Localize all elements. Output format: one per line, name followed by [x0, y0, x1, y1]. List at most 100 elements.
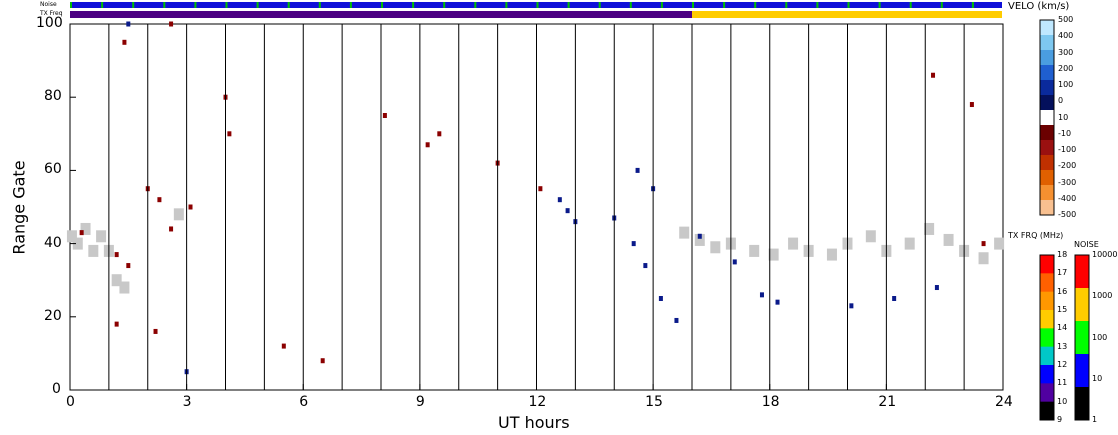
velocity-color-swatch: [1040, 140, 1054, 156]
noise-strip-mark: [225, 2, 228, 8]
data-point-positive-velocity: [674, 317, 679, 323]
velocity-tick-label: -10: [1058, 128, 1072, 138]
data-point-ground-scatter: [865, 230, 876, 243]
noise-strip-mark: [349, 2, 352, 8]
y-tick-label: 60: [44, 161, 62, 178]
noise-strip-label: Noise: [40, 1, 57, 8]
txfreq-color-swatch: [1040, 310, 1054, 329]
data-point-negative-velocity: [169, 226, 174, 232]
velocity-tick-label: 500: [1058, 15, 1074, 24]
data-point-positive-velocity: [565, 208, 570, 214]
velocity-tick-label: -300: [1058, 177, 1077, 187]
txfreq-tick-label: 16: [1057, 286, 1068, 296]
velocity-tick-label: 300: [1058, 47, 1074, 57]
data-point-negative-velocity: [188, 204, 193, 210]
noise-strip-mark: [878, 2, 881, 8]
x-tick-label: 24: [995, 394, 1013, 410]
velocity-color-swatch: [1040, 170, 1054, 186]
noise-strip-mark: [505, 2, 508, 8]
txfreq-tick-label: 9: [1057, 415, 1063, 424]
txfreq-tick-label: 18: [1057, 250, 1068, 259]
data-point-ground-scatter: [72, 237, 83, 250]
txfreq-tick-label: 17: [1057, 268, 1068, 278]
txfreq-color-swatch: [1040, 291, 1054, 311]
data-point-ground-scatter: [119, 281, 130, 294]
noise-colorbar: [1074, 254, 1090, 421]
data-point-negative-velocity: [538, 186, 543, 192]
noise-strip-mark: [194, 2, 197, 8]
noise-strip-mark: [163, 2, 166, 8]
txfreq-color-swatch: [1040, 273, 1054, 293]
velocity-color-swatch: [1040, 50, 1054, 66]
noise-strip-mark: [443, 2, 446, 8]
noise-color-swatch: [1075, 387, 1089, 421]
noise-tick-label: 100: [1092, 332, 1108, 342]
data-point-positive-velocity: [126, 21, 131, 27]
txfreq-strip-segment: [70, 11, 692, 18]
noise-strip-mark: [909, 2, 912, 8]
y-tick-label: 0: [52, 381, 61, 397]
noise-strip-mark: [287, 2, 290, 8]
data-point-negative-velocity: [153, 328, 158, 334]
data-point-ground-scatter: [694, 233, 705, 246]
data-point-ground-scatter: [111, 274, 122, 287]
velocity-tick-label: 400: [1058, 31, 1074, 41]
velocity-color-swatch: [1040, 125, 1054, 141]
data-point-positive-velocity: [732, 259, 737, 265]
data-point-positive-velocity: [934, 285, 939, 291]
velocity-color-swatch: [1040, 80, 1054, 96]
x-tick-label: 3: [182, 394, 192, 410]
noise-strip-mark: [132, 2, 135, 8]
data-point-ground-scatter: [943, 233, 954, 246]
velocity-color-swatch: [1040, 110, 1054, 126]
velocity-color-swatch: [1040, 200, 1054, 216]
data-point-negative-velocity: [281, 343, 286, 349]
velocity-colorbar: [1039, 19, 1055, 216]
data-point-negative-velocity: [425, 142, 430, 148]
noise-strip-mark: [754, 2, 757, 8]
data-point-negative-velocity: [79, 230, 84, 236]
velocity-tick-label: 200: [1058, 63, 1074, 73]
txfreq-color-swatch: [1040, 346, 1054, 366]
data-point-positive-velocity: [631, 241, 636, 247]
noise-strip-mark: [940, 2, 943, 8]
data-point-negative-velocity: [437, 131, 442, 137]
txfreq-color-swatch: [1040, 383, 1054, 403]
noise-strip-mark: [723, 2, 726, 8]
data-point-positive-velocity: [759, 292, 764, 298]
x-tick-label: 6: [299, 394, 309, 410]
data-point-ground-scatter: [768, 248, 779, 261]
data-point-ground-scatter: [994, 237, 1005, 250]
data-point-ground-scatter: [80, 222, 91, 235]
x-tick-label: 12: [528, 394, 547, 410]
velocity-color-swatch: [1040, 35, 1054, 51]
txfreq-tick-label: 14: [1057, 323, 1068, 333]
data-point-ground-scatter: [88, 244, 99, 257]
txfreq-scale-title: TX FRQ (MHz): [1008, 231, 1064, 240]
data-point-ground-scatter: [978, 252, 989, 265]
data-point-ground-scatter: [679, 226, 690, 239]
noise-strip-mark: [474, 2, 477, 8]
data-point-negative-velocity: [126, 263, 131, 269]
noise-strip-mark: [70, 2, 72, 8]
data-point-ground-scatter: [924, 222, 935, 235]
data-point-ground-scatter: [826, 248, 837, 261]
velocity-color-swatch: [1040, 185, 1054, 201]
noise-color-swatch: [1075, 288, 1089, 322]
noise-scale-title: NOISE: [1074, 240, 1099, 249]
noise-strip-mark: [785, 2, 788, 8]
data-point-negative-velocity: [931, 72, 936, 78]
data-point-negative-velocity: [981, 241, 986, 247]
noise-strip-mark: [536, 2, 539, 8]
data-point-negative-velocity: [169, 21, 174, 27]
noise-colorbar-frame: [1074, 254, 1090, 421]
noise-tick-label: 10: [1092, 373, 1103, 383]
y-tick-label: 20: [44, 307, 62, 324]
noise-tick-label: 1000: [1092, 291, 1113, 301]
noise-tick-label: 1: [1092, 415, 1098, 424]
data-point-positive-velocity: [635, 167, 640, 173]
noise-strip-mark: [847, 2, 850, 8]
data-point-ground-scatter: [749, 244, 760, 257]
y-tick-label: 80: [44, 88, 62, 105]
